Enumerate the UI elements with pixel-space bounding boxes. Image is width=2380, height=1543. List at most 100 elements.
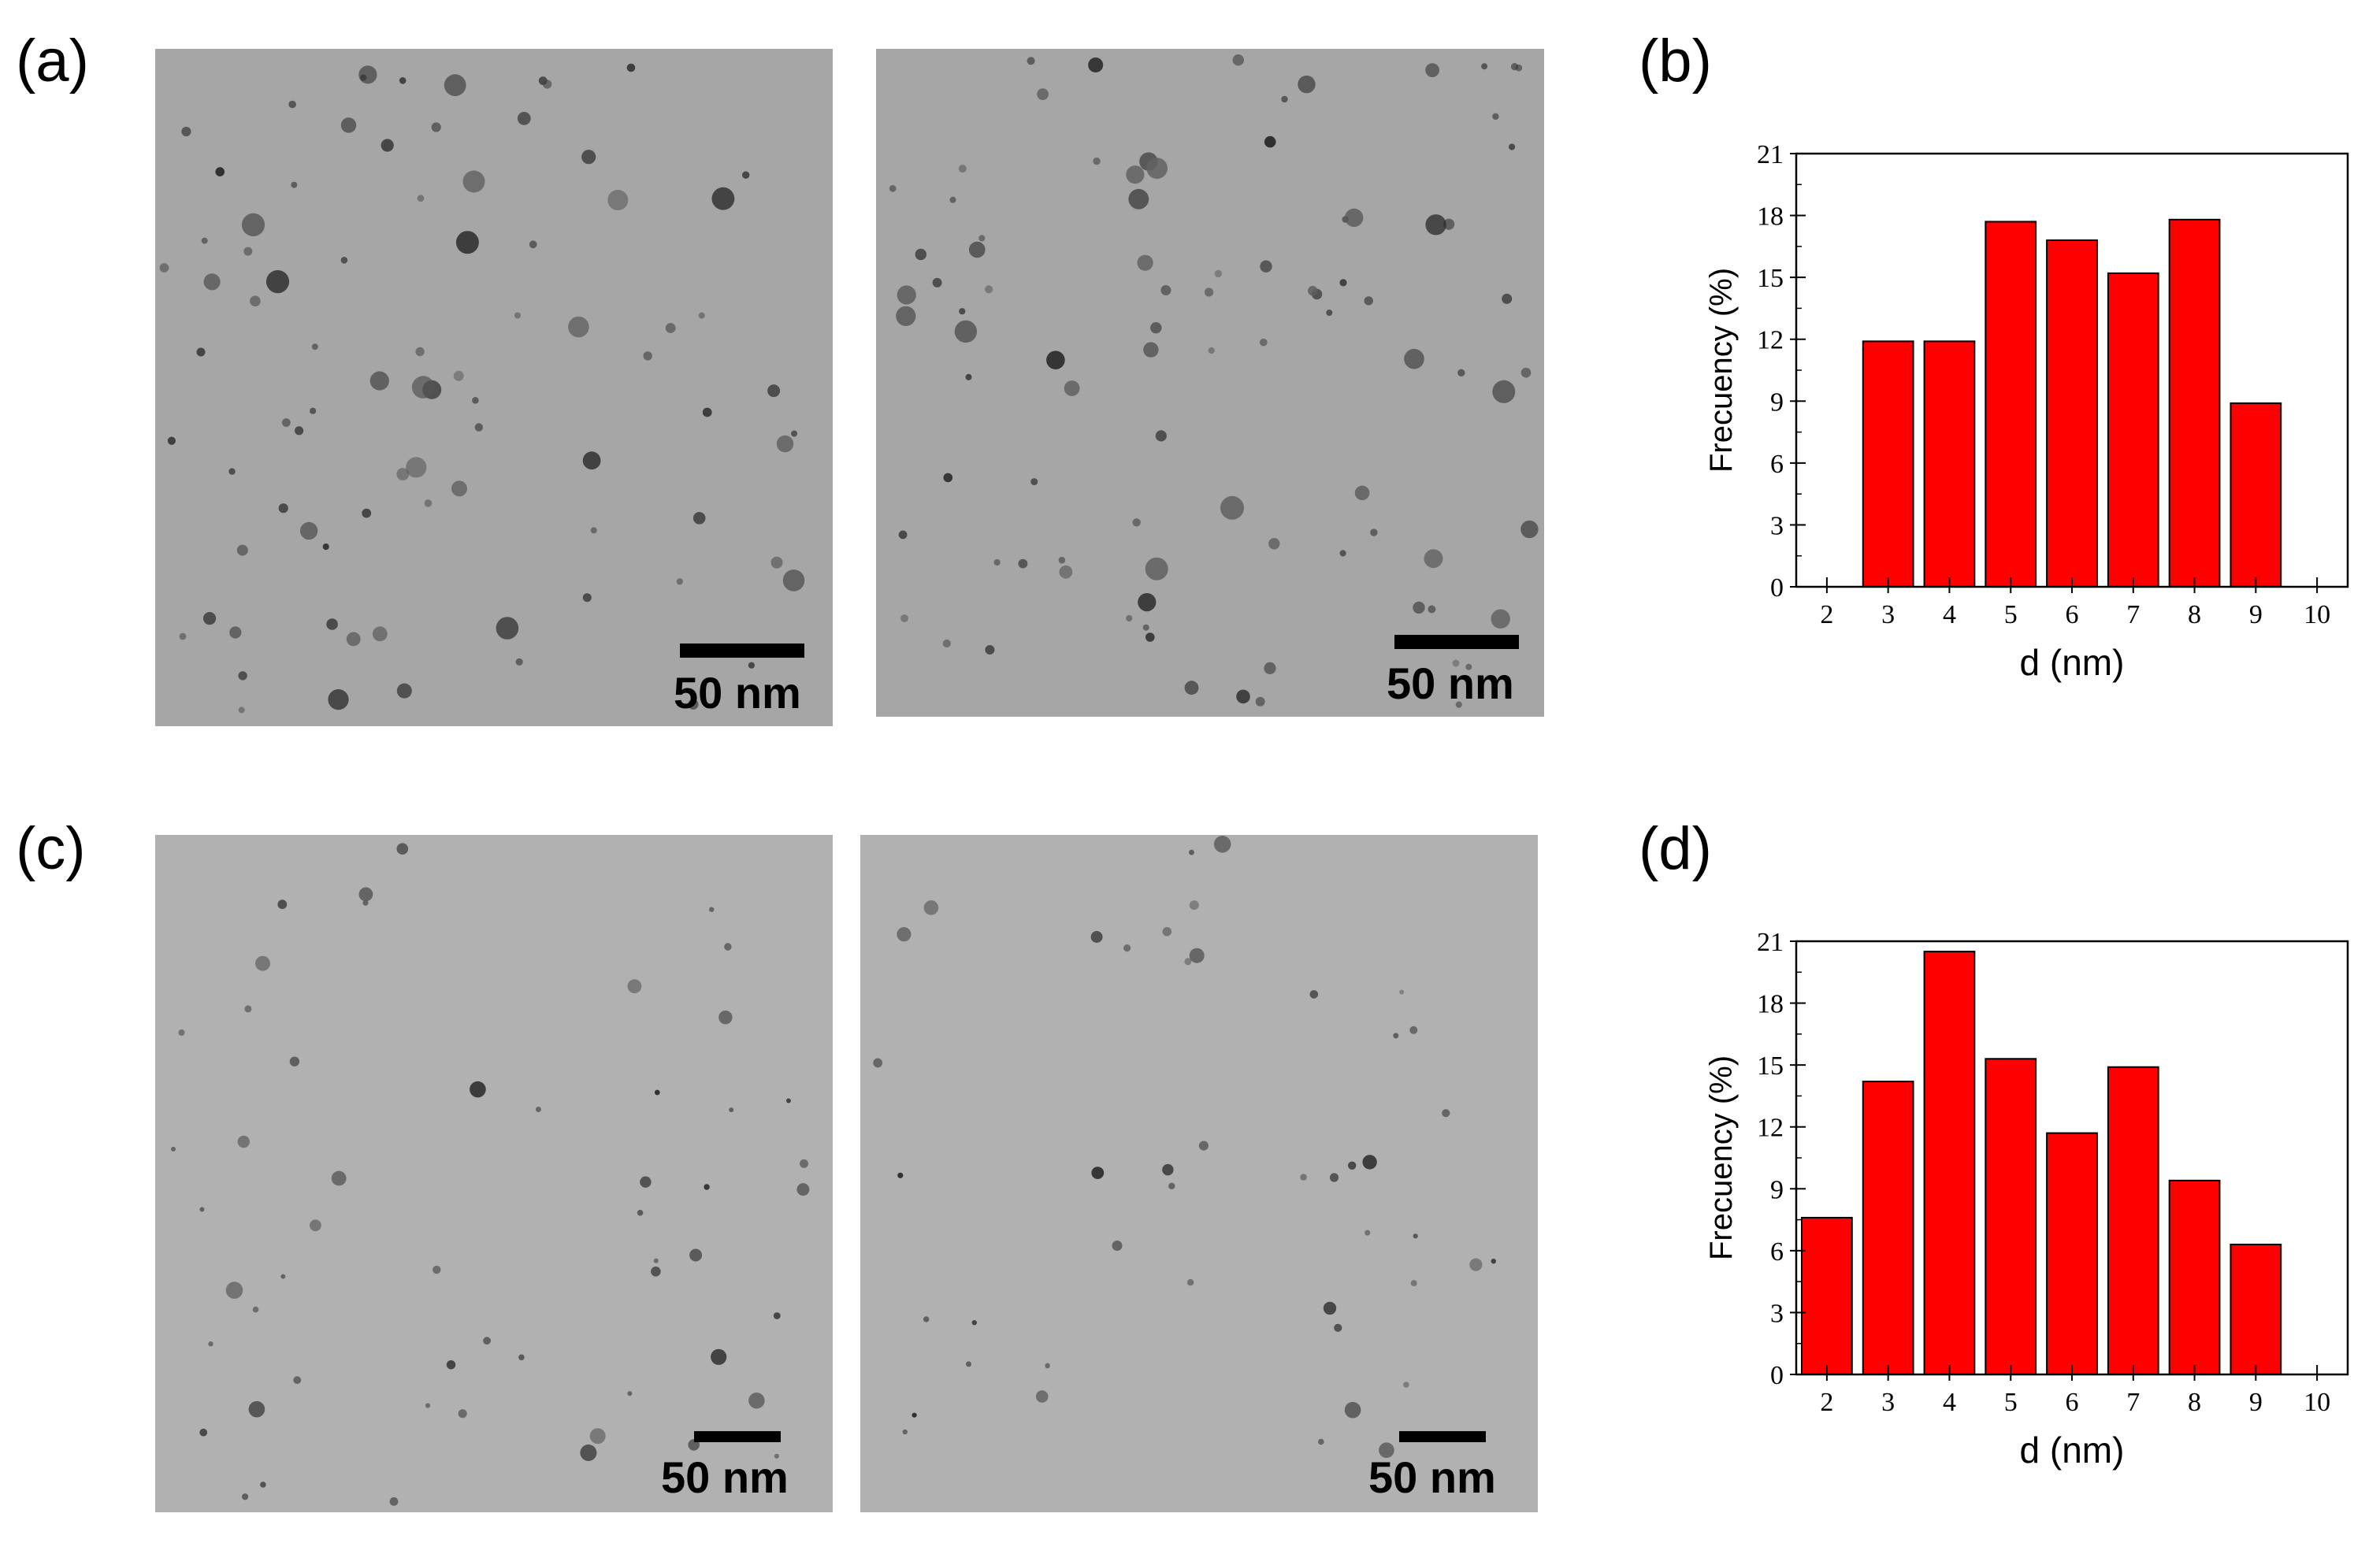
- nanoparticle: [1268, 538, 1280, 550]
- nanoparticle: [1260, 338, 1268, 347]
- nanoparticle: [326, 618, 338, 630]
- nanoparticle: [1393, 1033, 1399, 1039]
- nanoparticle: [626, 63, 636, 72]
- tem-image-c-right: 50 nm: [860, 835, 1538, 1512]
- nanoparticle: [1334, 1323, 1342, 1332]
- nanoparticle: [711, 1348, 727, 1365]
- nanoparticle: [1232, 54, 1244, 66]
- nanoparticle: [993, 558, 1001, 566]
- nanoparticle: [954, 320, 978, 343]
- particles-a-right: [889, 54, 1539, 708]
- tem-image-c-left: 50 nm: [155, 835, 833, 1512]
- nanoparticle: [1046, 351, 1065, 370]
- nanoparticle: [483, 1337, 491, 1345]
- x-tick-label: 5: [2004, 1388, 2018, 1417]
- x-tick-label: 2: [1820, 1388, 1833, 1417]
- nanoparticle: [942, 639, 951, 648]
- nanoparticle: [1162, 1163, 1174, 1176]
- nanoparticle: [1354, 485, 1370, 501]
- nanoparticle: [331, 1170, 347, 1186]
- histogram-bar: [1985, 1058, 2037, 1376]
- nanoparticle: [958, 165, 967, 173]
- nanoparticle: [985, 645, 995, 655]
- nanoparticle: [238, 671, 247, 681]
- nanoparticle: [451, 480, 467, 497]
- nanoparticle: [1255, 696, 1265, 707]
- nanoparticle: [1090, 931, 1103, 943]
- nanoparticle: [791, 430, 798, 437]
- nanoparticle: [709, 907, 715, 912]
- y-tick-label: 18: [1757, 202, 1784, 232]
- nanoparticle: [742, 171, 750, 179]
- x-tick-label: 10: [2304, 1388, 2330, 1417]
- histogram-b-svg: 0 3 6 9 12 15 18 21 2 3 4 5 6 7 8 9 10 d (nm) Frecuency (%…: [1704, 140, 2349, 683]
- y-tick-label: 18: [1757, 990, 1784, 1019]
- nanoparticle: [1138, 593, 1157, 612]
- scale-label-c-left: 50 nm: [661, 1452, 789, 1502]
- x-tick-label: 2: [1820, 600, 1833, 629]
- nanoparticle: [1145, 632, 1155, 642]
- scale-label-c-right: 50 nm: [1368, 1452, 1496, 1502]
- nanoparticle: [1037, 88, 1049, 100]
- nanoparticle: [711, 187, 735, 210]
- nanoparticle: [250, 295, 261, 307]
- nanoparticle: [1492, 113, 1499, 121]
- nanoparticle: [496, 617, 519, 640]
- nanoparticle: [252, 1306, 259, 1313]
- panel-label-a: (a): [16, 28, 89, 95]
- nanoparticle: [640, 1176, 652, 1188]
- scale-label-a-left: 50 nm: [674, 668, 801, 718]
- nanoparticle: [1035, 1390, 1049, 1403]
- nanoparticle: [199, 1428, 208, 1437]
- nanoparticle: [1045, 1363, 1050, 1369]
- nanoparticle: [1088, 57, 1104, 72]
- x-tick-label: 3: [1881, 600, 1895, 629]
- nanoparticle: [1413, 601, 1425, 614]
- nanoparticle: [776, 435, 794, 453]
- nanoparticle: [651, 1267, 661, 1277]
- nanoparticle: [255, 955, 270, 971]
- nanoparticle: [688, 699, 699, 710]
- x-axis-label: d (nm): [2020, 642, 2125, 683]
- nanoparticle: [1128, 188, 1149, 210]
- nanoparticle: [902, 1429, 908, 1435]
- x-axis-label: d (nm): [2020, 1430, 2125, 1471]
- nanoparticle: [637, 1210, 644, 1216]
- x-tick-label: 4: [1943, 1388, 1956, 1417]
- nanoparticle: [1184, 958, 1192, 966]
- scale-label-a-right: 50 nm: [1387, 658, 1514, 708]
- nanoparticle: [1189, 948, 1205, 963]
- nanoparticle: [665, 323, 676, 333]
- nanoparticle: [873, 1058, 883, 1068]
- nanoparticle: [228, 468, 236, 475]
- nanoparticle: [689, 1248, 703, 1262]
- nanoparticle: [1123, 944, 1131, 952]
- nanoparticle: [1264, 662, 1276, 675]
- nanoparticle: [900, 614, 908, 622]
- histogram-d-svg: 0 3 6 9 12 15 18 21 2 3 4 5 6 7 8 9 10 d (nm) Frecuency (%…: [1704, 928, 2349, 1471]
- nanoparticle: [704, 1184, 710, 1190]
- histogram-bar: [2107, 272, 2159, 588]
- nanoparticle: [949, 196, 956, 203]
- nanoparticle: [985, 285, 993, 294]
- nanoparticle: [515, 658, 523, 666]
- nanoparticle: [535, 1107, 541, 1112]
- nanoparticle: [1184, 681, 1199, 695]
- nanoparticle: [1146, 158, 1168, 180]
- y-axis-label: Frecuency (%): [1704, 1055, 1739, 1260]
- nanoparticle: [1150, 322, 1162, 334]
- nanoparticle: [208, 1341, 213, 1347]
- nanoparticle: [1281, 95, 1288, 103]
- particles-c-right: [873, 836, 1496, 1458]
- nanoparticle: [897, 1172, 904, 1178]
- nanoparticle: [1428, 605, 1436, 614]
- nanoparticle: [199, 1207, 205, 1212]
- nanoparticle: [1027, 57, 1035, 65]
- nanoparticle: [1329, 1173, 1339, 1182]
- nanoparticle: [1309, 990, 1319, 999]
- nanoparticle: [889, 185, 897, 192]
- nanoparticle: [589, 1428, 606, 1445]
- nanoparticle: [470, 1081, 486, 1098]
- y-tick-label: 0: [1770, 573, 1784, 603]
- nanoparticle: [399, 77, 407, 84]
